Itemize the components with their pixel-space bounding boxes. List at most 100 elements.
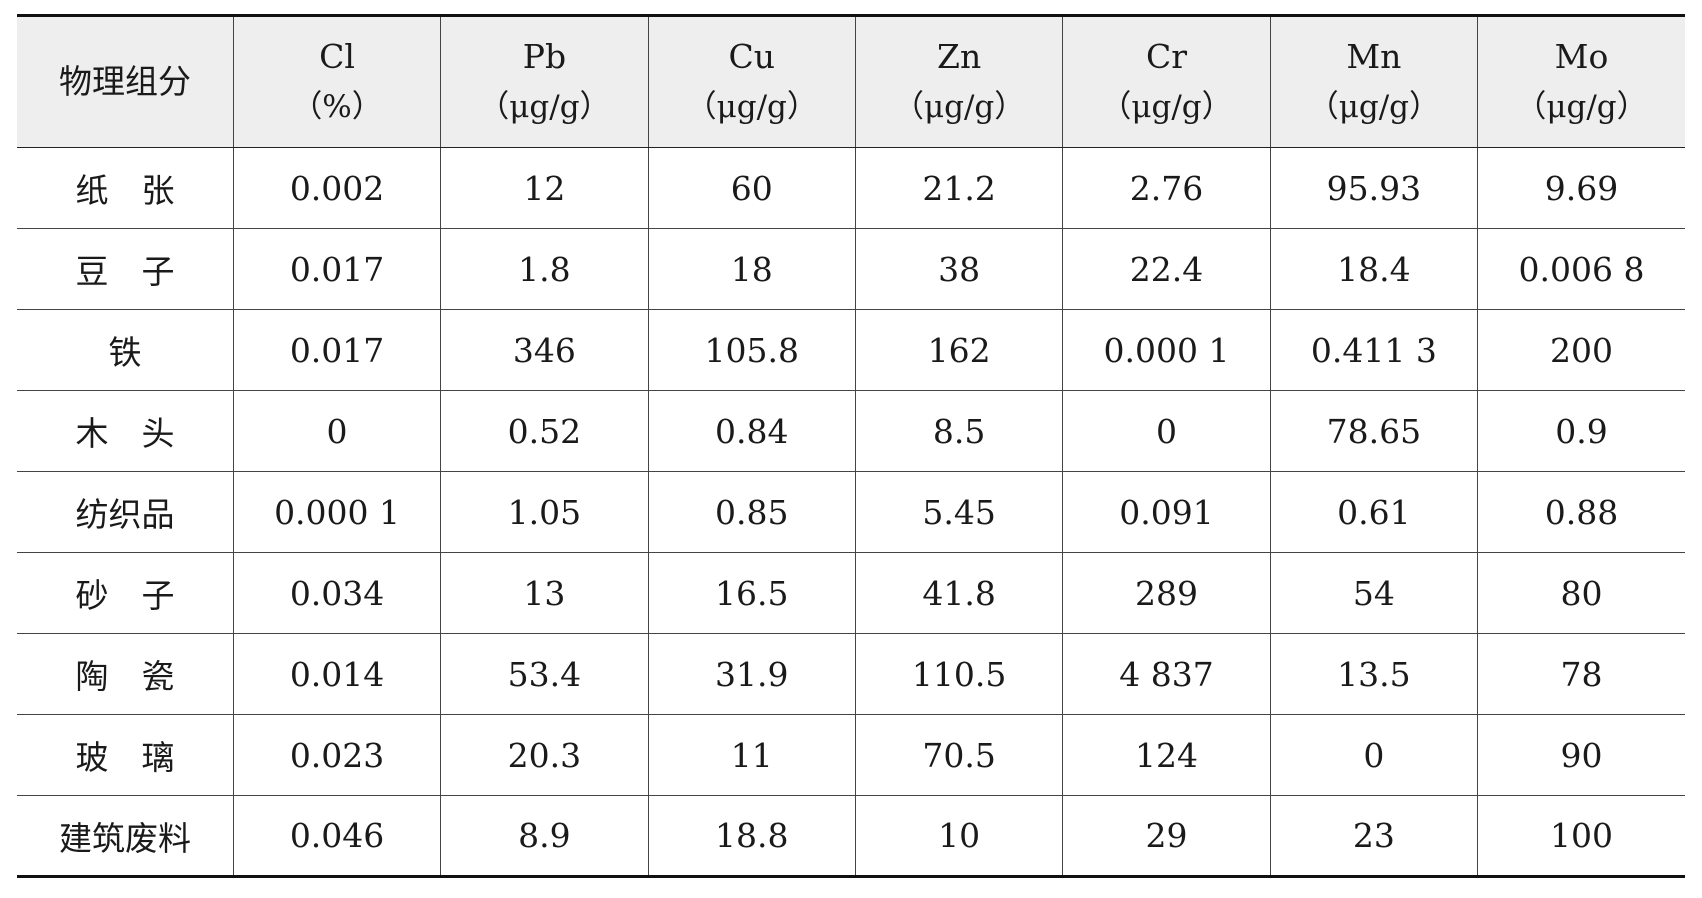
- header-unit: （%）: [291, 89, 383, 125]
- table-cell: 0: [1269, 714, 1478, 796]
- table-cell: 5.45: [854, 471, 1063, 553]
- table-cell: 23: [1269, 795, 1478, 878]
- header-zn: Zn （μg/g）: [854, 14, 1063, 148]
- header-label: Mn: [1346, 37, 1402, 76]
- row-label: 砂 子: [17, 552, 234, 634]
- header-pb: Pb （μg/g）: [440, 14, 649, 148]
- table-cell: 80: [1477, 552, 1685, 634]
- table-cell: 0.85: [647, 471, 856, 553]
- table-cell: 22.4: [1062, 228, 1271, 310]
- element-content-table: 物理组分 Cl （%） Pb （μg/g） Cu （μg/g） Zn （μg/g） Cr…: [17, 14, 1685, 878]
- table-row: 纸 张 0.002 12 60 21.2 2.76 95.93 9.69: [17, 147, 1685, 229]
- header-mo: Mo （μg/g）: [1477, 14, 1685, 148]
- header-label: Zn: [937, 37, 982, 76]
- table-cell: 124: [1062, 714, 1271, 796]
- table-header-row: 物理组分 Cl （%） Pb （μg/g） Cu （μg/g） Zn （μg/g） Cr…: [17, 14, 1685, 148]
- table-cell: 0.017: [232, 228, 441, 310]
- table-cell: 8.5: [854, 390, 1063, 472]
- table-cell: 13.5: [1269, 633, 1478, 715]
- table-cell: 13: [440, 552, 649, 634]
- header-unit: （μg/g）: [1100, 89, 1233, 125]
- row-label: 木 头: [17, 390, 234, 472]
- table-cell: 16.5: [647, 552, 856, 634]
- row-label: 建筑废料: [17, 795, 234, 878]
- table-cell: 8.9: [440, 795, 649, 878]
- header-cu: Cu （μg/g）: [647, 14, 856, 148]
- table-cell: 20.3: [440, 714, 649, 796]
- table-cell: 10: [854, 795, 1063, 878]
- table-row: 陶 瓷 0.014 53.4 31.9 110.5 4 837 13.5 78: [17, 633, 1685, 715]
- table-cell: 289: [1062, 552, 1271, 634]
- table-cell: 200: [1477, 309, 1685, 391]
- table-cell: 0.002: [232, 147, 441, 229]
- table-cell: 110.5: [854, 633, 1063, 715]
- table-cell: 0: [1062, 390, 1271, 472]
- table-cell: 0.84: [647, 390, 856, 472]
- table-cell: 0.61: [1269, 471, 1478, 553]
- header-cl: Cl （%）: [232, 14, 441, 148]
- row-label: 纸 张: [17, 147, 234, 229]
- row-label: 纺织品: [17, 471, 234, 553]
- table-cell: 0.017: [232, 309, 441, 391]
- table-row: 玻 璃 0.023 20.3 11 70.5 124 0 90: [17, 714, 1685, 796]
- header-label: Cr: [1145, 37, 1187, 76]
- table-cell: 95.93: [1269, 147, 1478, 229]
- table-cell: 0.000 1: [232, 471, 441, 553]
- header-mn: Mn （μg/g）: [1269, 14, 1478, 148]
- row-label: 豆 子: [17, 228, 234, 310]
- table-cell: 0.88: [1477, 471, 1685, 553]
- table-cell: 41.8: [854, 552, 1063, 634]
- header-physical-component: 物理组分: [17, 14, 234, 148]
- table-cell: 12: [440, 147, 649, 229]
- table-cell: 31.9: [647, 633, 856, 715]
- table-cell: 78: [1477, 633, 1685, 715]
- header-label: Cl: [319, 37, 355, 76]
- table-cell: 78.65: [1269, 390, 1478, 472]
- table-cell: 0.014: [232, 633, 441, 715]
- table-cell: 21.2: [854, 147, 1063, 229]
- table-cell: 0.9: [1477, 390, 1685, 472]
- table-cell: 346: [440, 309, 649, 391]
- table-row: 纺织品 0.000 1 1.05 0.85 5.45 0.091 0.61 0.…: [17, 471, 1685, 553]
- table-cell: 11: [647, 714, 856, 796]
- table-cell: 60: [647, 147, 856, 229]
- table-cell: 1.05: [440, 471, 649, 553]
- table-cell: 105.8: [647, 309, 856, 391]
- table-cell: 90: [1477, 714, 1685, 796]
- header-unit: （μg/g）: [478, 89, 611, 125]
- header-unit: （μg/g）: [892, 89, 1026, 125]
- header-label: Cu: [728, 37, 776, 76]
- row-label: 陶 瓷: [17, 633, 234, 715]
- table-cell: 18.4: [1269, 228, 1478, 310]
- table-cell: 0.006 8: [1477, 228, 1685, 310]
- table-cell: 0.000 1: [1062, 309, 1271, 391]
- table-cell: 2.76: [1062, 147, 1271, 229]
- header-unit: （μg/g）: [1307, 89, 1440, 125]
- table-row: 铁 0.017 346 105.8 162 0.000 1 0.411 3 20…: [17, 309, 1685, 391]
- data-table-container: 物理组分 Cl （%） Pb （μg/g） Cu （μg/g） Zn （μg/g） Cr…: [17, 14, 1685, 878]
- table-cell: 0.034: [232, 552, 441, 634]
- table-cell: 0.046: [232, 795, 441, 878]
- header-label: Mo: [1554, 37, 1609, 76]
- header-label: 物理组分: [58, 62, 191, 101]
- header-label: Pb: [522, 37, 567, 76]
- table-cell: 0.411 3: [1269, 309, 1478, 391]
- row-label: 铁: [17, 309, 234, 391]
- row-label: 玻 璃: [17, 714, 234, 796]
- table-row: 豆 子 0.017 1.8 18 38 22.4 18.4 0.006 8: [17, 228, 1685, 310]
- table-cell: 70.5: [854, 714, 1063, 796]
- table-cell: 0.52: [440, 390, 649, 472]
- header-cr: Cr （μg/g）: [1062, 14, 1271, 148]
- table-cell: 100: [1477, 795, 1685, 878]
- table-cell: 18: [647, 228, 856, 310]
- header-unit: （μg/g）: [685, 89, 818, 125]
- table-cell: 53.4: [440, 633, 649, 715]
- table-cell: 18.8: [647, 795, 856, 878]
- table-cell: 162: [854, 309, 1063, 391]
- table-row: 建筑废料 0.046 8.9 18.8 10 29 23 100: [17, 795, 1685, 878]
- table-row: 砂 子 0.034 13 16.5 41.8 289 54 80: [17, 552, 1685, 634]
- table-cell: 1.8: [440, 228, 649, 310]
- table-cell: 0: [232, 390, 441, 472]
- header-unit: （μg/g）: [1515, 89, 1648, 125]
- table-cell: 0.091: [1062, 471, 1271, 553]
